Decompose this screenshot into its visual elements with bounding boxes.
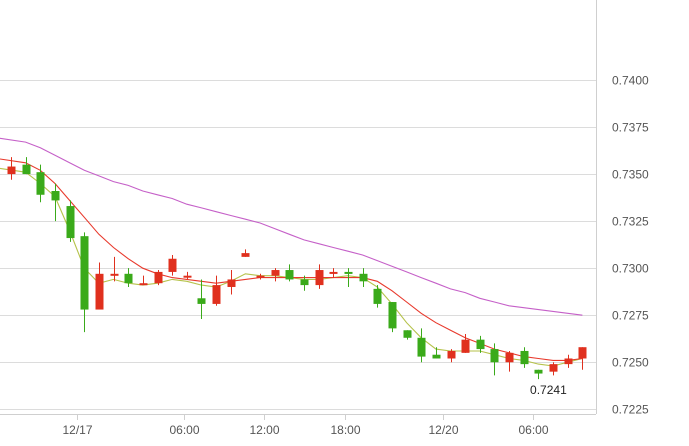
candle-body <box>227 279 236 287</box>
x-tick-label: 12/20 <box>428 423 458 437</box>
candle-body <box>212 285 221 304</box>
candle-body <box>80 236 89 310</box>
y-tick-label: 0.7350 <box>612 168 649 182</box>
candle-body <box>432 354 441 359</box>
y-tick-label: 0.7250 <box>612 356 649 370</box>
candle-body <box>197 298 206 304</box>
candle-body <box>285 270 294 280</box>
candle-body <box>564 358 573 365</box>
candle-body <box>490 349 499 363</box>
candle-body <box>359 273 368 282</box>
candle-body <box>461 339 470 353</box>
moving-average-line <box>0 158 583 361</box>
candle-body <box>7 166 16 175</box>
candle-body <box>124 273 133 284</box>
candle-body <box>168 258 177 272</box>
y-tick-label: 0.7300 <box>612 262 649 276</box>
candle-body <box>183 275 192 278</box>
candle-body <box>534 369 543 374</box>
x-tick-label: 12:00 <box>249 423 279 437</box>
x-tick-label: 12/17 <box>62 423 92 437</box>
candle-body <box>505 352 514 363</box>
moving-average-line <box>0 167 583 367</box>
candle-body <box>403 330 412 338</box>
y-tick-label: 0.7325 <box>612 215 649 229</box>
candle-body <box>256 275 265 278</box>
candle-body <box>520 350 529 365</box>
candle-body <box>66 206 75 239</box>
candle-body <box>22 164 31 175</box>
candle-body <box>549 364 558 372</box>
candle-body <box>476 339 485 350</box>
x-tick-label: 18:00 <box>330 423 360 437</box>
moving-average-line <box>0 137 583 316</box>
candle-body <box>344 271 353 274</box>
candle-body <box>95 273 104 310</box>
y-tick-label: 0.7225 <box>612 403 649 417</box>
candle-body <box>373 288 382 304</box>
candle-body <box>110 273 119 276</box>
candle-body <box>154 271 163 284</box>
candle-body <box>578 347 587 359</box>
x-tick-label: 06:00 <box>169 423 199 437</box>
x-tick-label: 06:00 <box>518 423 548 437</box>
y-tick-label: 0.7400 <box>612 74 649 88</box>
candle-body <box>315 270 324 286</box>
candle-body <box>241 253 250 257</box>
candle-body <box>417 337 426 357</box>
candle-body <box>271 270 280 276</box>
y-tick-label: 0.7375 <box>612 121 649 135</box>
candle-body <box>36 172 45 195</box>
candle-body <box>447 350 456 359</box>
candle-body <box>388 302 397 329</box>
y-tick-label: 0.7275 <box>612 309 649 323</box>
candle-body <box>300 279 309 286</box>
low-price-label: 0.7241 <box>530 383 567 397</box>
candle-body <box>51 191 60 201</box>
candle-body <box>139 283 148 286</box>
candle-body <box>329 271 338 274</box>
